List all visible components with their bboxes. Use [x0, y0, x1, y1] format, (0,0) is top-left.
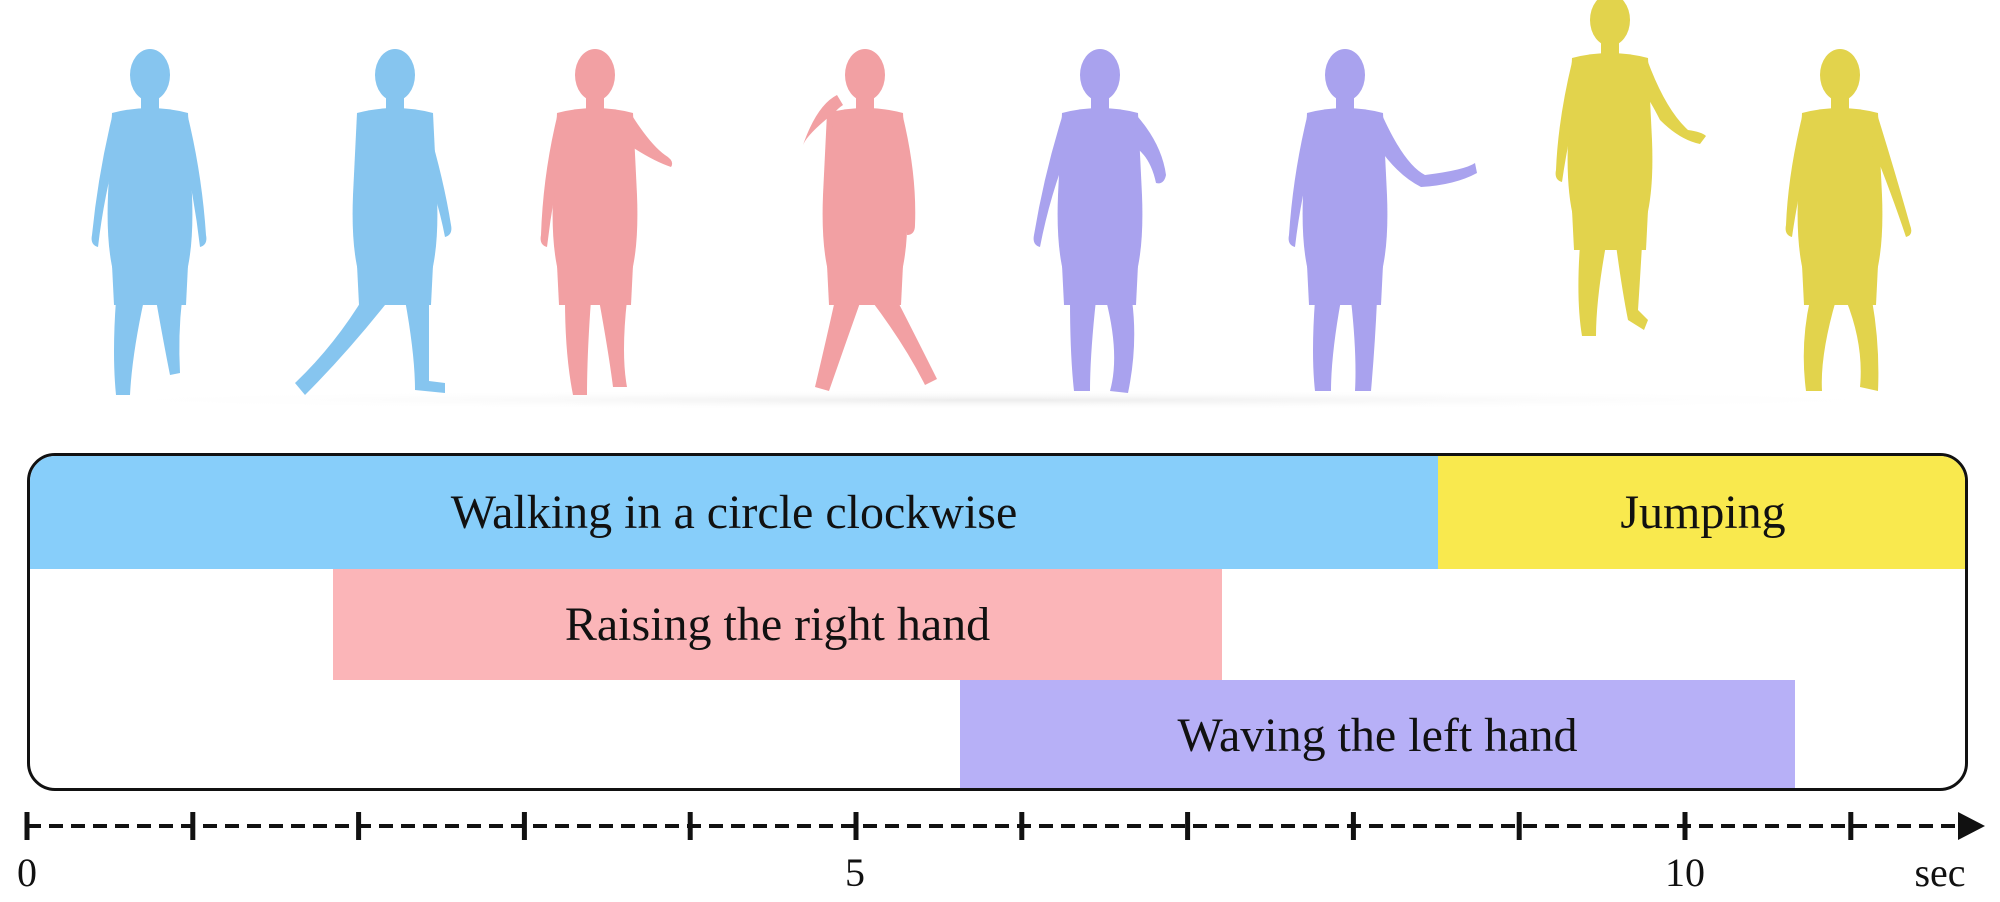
axis-arrowhead: [1958, 812, 1985, 840]
action-timeline: Walking in a circle clockwise Jumping Ra…: [27, 453, 1968, 791]
bar-walking: Walking in a circle clockwise: [30, 456, 1438, 569]
tick-label-5: 5: [845, 850, 865, 895]
figure-jumping-1: [1555, 0, 1706, 336]
tick-label-0: 0: [17, 850, 37, 895]
axis-unit-label: sec: [1914, 850, 1965, 895]
figure-jumping-2: [1785, 49, 1912, 391]
axis-ticks: [24, 812, 1854, 840]
figure-walking-1: [91, 49, 207, 395]
label-jumping: Jumping: [1620, 486, 1786, 539]
label-waving: Waving the left hand: [1177, 709, 1578, 762]
time-axis: 0 5 10 sec: [17, 812, 1985, 895]
figure-waving-1: [1033, 49, 1166, 393]
figure-raising-1: [540, 49, 673, 395]
label-walking: Walking in a circle clockwise: [450, 486, 1018, 539]
bar-waving: Waving the left hand: [960, 680, 1795, 788]
figure-waving-2: [1288, 49, 1477, 391]
figure-walking-2: [295, 49, 452, 395]
label-raising: Raising the right hand: [564, 598, 991, 651]
tick-label-10: 10: [1665, 850, 1705, 895]
motion-figures: [40, 0, 1960, 410]
bar-raising: Raising the right hand: [333, 569, 1222, 680]
bar-jumping: Jumping: [1438, 456, 1965, 569]
figure-raising-2: [803, 49, 937, 391]
